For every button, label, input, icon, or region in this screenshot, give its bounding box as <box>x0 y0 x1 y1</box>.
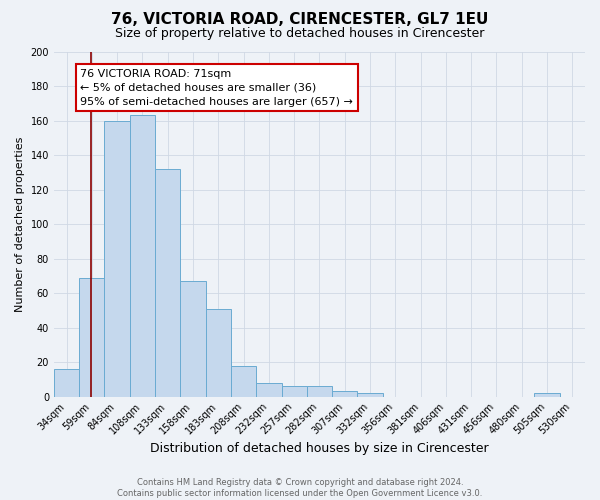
Bar <box>307 386 332 396</box>
Text: Size of property relative to detached houses in Cirencester: Size of property relative to detached ho… <box>115 28 485 40</box>
Bar <box>206 308 231 396</box>
Bar <box>79 278 104 396</box>
Text: Contains HM Land Registry data © Crown copyright and database right 2024.
Contai: Contains HM Land Registry data © Crown c… <box>118 478 482 498</box>
Bar <box>256 383 281 396</box>
X-axis label: Distribution of detached houses by size in Cirencester: Distribution of detached houses by size … <box>150 442 489 455</box>
Bar <box>332 392 358 396</box>
Bar <box>155 169 181 396</box>
Bar <box>130 116 155 396</box>
Text: 76 VICTORIA ROAD: 71sqm
← 5% of detached houses are smaller (36)
95% of semi-det: 76 VICTORIA ROAD: 71sqm ← 5% of detached… <box>80 69 353 107</box>
Bar <box>535 393 560 396</box>
Bar <box>104 120 130 396</box>
Bar <box>358 393 383 396</box>
Text: 76, VICTORIA ROAD, CIRENCESTER, GL7 1EU: 76, VICTORIA ROAD, CIRENCESTER, GL7 1EU <box>112 12 488 28</box>
Bar <box>231 366 256 396</box>
Bar <box>54 369 79 396</box>
Bar <box>181 281 206 396</box>
Y-axis label: Number of detached properties: Number of detached properties <box>15 136 25 312</box>
Bar <box>281 386 307 396</box>
